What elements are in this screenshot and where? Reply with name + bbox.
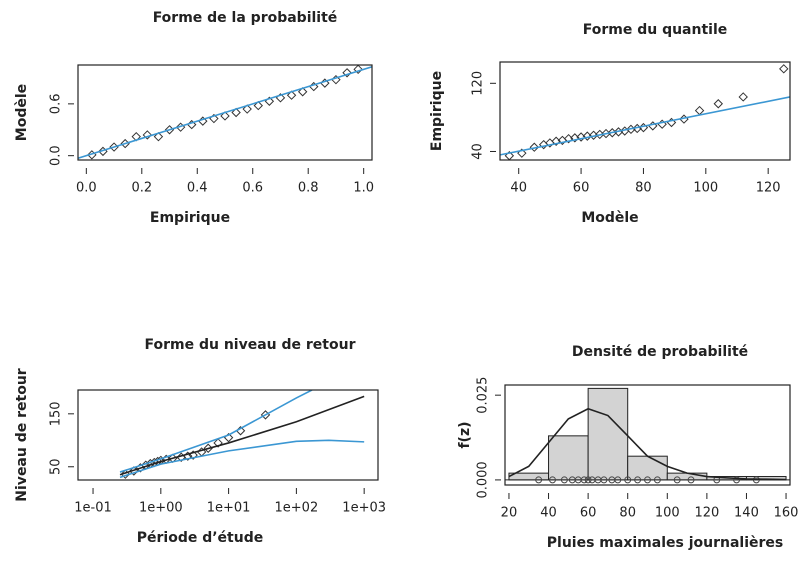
- plot-area: [119, 390, 365, 479]
- plot-frame: [77, 64, 373, 161]
- axis-label: Pluies maximales journalières: [547, 535, 783, 551]
- point: [694, 105, 705, 116]
- point: [253, 100, 263, 111]
- axis-label: Empirique: [150, 210, 230, 226]
- x-tick-label: 80: [635, 181, 652, 196]
- x-tick-label: 0.2: [131, 181, 152, 196]
- y-tick-label: 0.0: [49, 145, 64, 166]
- y-tick-label: 50: [49, 458, 64, 475]
- line: [508, 407, 787, 481]
- title: Forme du quantile: [583, 22, 728, 38]
- x-tick-label: 120: [694, 506, 719, 521]
- line: [119, 439, 365, 479]
- bar: [627, 455, 668, 481]
- line: [78, 65, 372, 160]
- rug-point: [673, 476, 681, 484]
- x-tick-label: 40: [540, 506, 557, 521]
- axis-label: Empirique: [429, 71, 445, 151]
- rug-point: [600, 476, 608, 484]
- x-tick-label: 0.8: [298, 181, 319, 196]
- point: [342, 68, 352, 78]
- x-tick-label: 0.4: [187, 181, 208, 196]
- x-tick-label: 1e+03: [342, 501, 386, 516]
- plot-area: [78, 65, 372, 160]
- panel: Forme du niveau de retour Période d’étude…: [14, 337, 386, 546]
- x-tick-label: 20: [501, 506, 518, 521]
- title: Forme de la probabilité: [153, 10, 338, 26]
- rug-point: [614, 476, 622, 484]
- x-tick-label: 60: [580, 506, 597, 521]
- rug-point: [624, 476, 632, 484]
- rug-point: [687, 476, 695, 484]
- plot-area: [500, 64, 790, 160]
- panel: Forme du quantile Modèle Empirique 40 60 80 10…: [429, 22, 791, 226]
- x-tick-label: 1e+02: [275, 501, 319, 516]
- rug-point: [634, 476, 642, 484]
- x-tick-label: 1e-01: [74, 501, 112, 516]
- rug-point: [653, 476, 661, 484]
- point: [713, 99, 723, 109]
- rug-point: [560, 476, 568, 484]
- point: [220, 111, 230, 121]
- x-tick-label: 100: [693, 181, 718, 196]
- panel: Forme de la probabilité Empirique Modèle 0.…: [14, 10, 374, 226]
- rug-point: [535, 476, 543, 484]
- x-tick-label: 100: [655, 506, 680, 521]
- point: [231, 107, 241, 118]
- point: [297, 87, 308, 97]
- axis-label: Niveau de retour: [14, 368, 30, 501]
- x-tick-label: 80: [619, 506, 636, 521]
- line: [119, 390, 313, 473]
- plot-area: [505, 387, 790, 484]
- panel: Densité de probabilité Pluies maximales j…: [457, 344, 798, 551]
- plot-frame: [77, 389, 379, 481]
- axis-label: f(z): [457, 421, 473, 448]
- rug-point: [580, 476, 588, 484]
- rug-point: [733, 476, 741, 484]
- point: [242, 104, 252, 114]
- x-tick-label: 1e+01: [207, 501, 251, 516]
- axis-label: Période d’étude: [137, 530, 263, 546]
- x-tick-label: 140: [734, 506, 759, 521]
- point: [142, 130, 153, 140]
- point: [779, 64, 789, 74]
- bar: [666, 472, 708, 481]
- line: [119, 395, 365, 476]
- x-tick-label: 0.0: [76, 181, 97, 196]
- x-tick-label: 40: [510, 181, 527, 196]
- bar: [548, 435, 589, 481]
- title: Densité de probabilité: [572, 344, 748, 360]
- point: [738, 92, 748, 102]
- title: Forme du niveau de retour: [145, 337, 356, 353]
- plot-frame: [504, 384, 791, 486]
- x-tick-label: 160: [774, 506, 799, 521]
- x-tick-label: 120: [756, 181, 781, 196]
- point: [353, 65, 363, 75]
- y-tick-label: 150: [49, 401, 64, 426]
- point: [213, 438, 223, 448]
- axis-label: Modèle: [581, 210, 638, 226]
- axis-label: Modèle: [14, 84, 30, 141]
- x-tick-label: 60: [573, 181, 590, 196]
- x-tick-label: 0.6: [242, 181, 263, 196]
- y-tick-label: 120: [471, 71, 486, 96]
- y-tick-label: 0.6: [49, 94, 64, 115]
- line: [500, 96, 790, 156]
- point: [529, 142, 540, 152]
- y-tick-label: 0.000: [476, 461, 491, 498]
- point: [203, 443, 213, 453]
- rug-point: [549, 476, 556, 484]
- point: [153, 131, 164, 142]
- y-tick-label: 0.025: [476, 377, 491, 414]
- y-tick-label: 40: [471, 143, 486, 160]
- point: [286, 90, 297, 100]
- x-tick-label: 1.0: [353, 181, 374, 196]
- bar: [587, 387, 629, 481]
- rug-point: [584, 476, 592, 484]
- x-tick-label: 1e+00: [139, 501, 183, 516]
- rug-point: [644, 476, 651, 484]
- plot-frame: [499, 61, 791, 161]
